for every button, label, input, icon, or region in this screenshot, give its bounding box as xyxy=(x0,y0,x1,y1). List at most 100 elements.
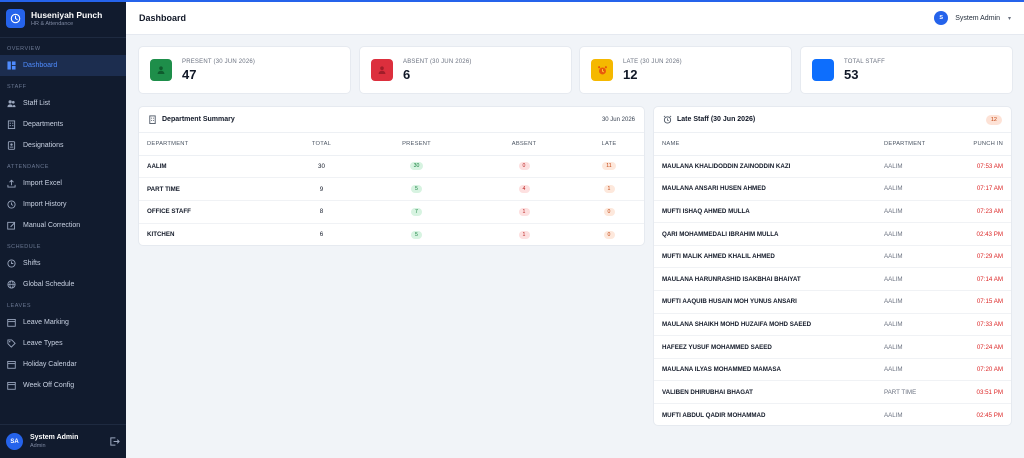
department-table: DEPARTMENT TOTAL PRESENT ABSENT LATE AAL… xyxy=(139,133,644,246)
punch-in-time: 07:23 AM xyxy=(956,200,1011,224)
absent-badge: 0 xyxy=(518,162,530,171)
nav-item-manual-correction[interactable]: Manual Correction xyxy=(0,215,126,236)
stat-value: 47 xyxy=(182,66,197,82)
table-row: MAULANA KHALIDODDIN ZAINODDIN KAZI AALIM 0… xyxy=(654,155,1011,179)
late-cell: 11 xyxy=(574,155,644,179)
dept-name: OFFICE STAFF xyxy=(139,200,284,224)
dept-total: 6 xyxy=(319,231,324,239)
staff-dept: PART TIME xyxy=(876,380,956,405)
nav-item-leave-marking[interactable]: Leave Marking xyxy=(0,312,126,333)
nav-item-label: Import Excel xyxy=(23,180,62,187)
absent-badge: 1 xyxy=(518,207,530,216)
people-icon xyxy=(812,59,834,81)
logout-icon[interactable] xyxy=(109,436,120,447)
brand-name: Huseniyah Punch xyxy=(31,9,103,20)
calendar-icon xyxy=(7,360,16,369)
stat-value: 53 xyxy=(844,66,859,82)
header-avatar: S xyxy=(934,11,949,25)
nav-item-label: Leave Marking xyxy=(23,319,69,326)
alarm-icon xyxy=(591,59,613,81)
table-row: PART TIME 9 5 4 1 xyxy=(139,177,644,201)
staff-dept: AALIM xyxy=(876,358,956,382)
chevron-down-icon: ▾ xyxy=(1007,15,1011,22)
nav-item-staff-list[interactable]: Staff List xyxy=(0,93,126,114)
staff-name: QARI MOHAMMEDALI IBRAHIM MULLA xyxy=(654,222,876,246)
staff-dept: AALIM xyxy=(876,245,956,269)
staff-dept: AALIM xyxy=(876,267,956,292)
present-cell: 5 xyxy=(359,223,474,246)
punch-in-time: 07:53 AM xyxy=(956,155,1011,179)
nav-item-designations[interactable]: Designations xyxy=(0,135,126,156)
nav-section-staff: STAFF xyxy=(7,84,27,90)
staff-name: MAULANA ANSARI HUSEN AHMED xyxy=(654,177,876,201)
staff-name: MAULANA HARUNRASHID ISAKBHAI BHAIYAT xyxy=(654,267,876,292)
nav-item-leave-types[interactable]: Leave Types xyxy=(0,333,126,354)
nav-item-dashboard[interactable]: Dashboard xyxy=(0,55,126,76)
sidebar-user: SA System Admin Admin xyxy=(0,424,126,458)
dept-total: 8 xyxy=(284,200,359,224)
staff-name: MUFTI ABDUL QADIR MOHAMMAD xyxy=(662,411,766,419)
absent-cell: 4 xyxy=(474,177,574,201)
absent-badge: 4 xyxy=(518,185,530,194)
building-icon xyxy=(7,120,16,129)
late-staff-panel: Late Staff (30 Jun 2026) 12 NAME DEPARTM… xyxy=(653,106,1012,426)
col-absent: ABSENT xyxy=(474,133,574,156)
punch-in-time: 07:14 AM xyxy=(956,267,1011,292)
nav-item-week-off-config[interactable]: Week Off Config xyxy=(0,375,126,396)
brand[interactable]: Huseniyah Punch HR & Attendance xyxy=(0,0,126,38)
stat-card-absent: ABSENT (30 JUN 2026) 6 xyxy=(359,46,572,94)
top-accent-line xyxy=(0,0,1024,2)
nav-item-label: Leave Types xyxy=(23,340,63,347)
sidebar: Huseniyah Punch HR & Attendance OVERVIEW… xyxy=(0,0,126,458)
nav-item-departments[interactable]: Departments xyxy=(0,114,126,135)
table-row: KITCHEN 6 5 1 0 xyxy=(139,223,644,246)
nav: OVERVIEW Dashboard STAFF Staff List Depa… xyxy=(0,43,126,396)
punch-in-time: 07:17 AM xyxy=(956,177,1011,201)
nav-item-label: Departments xyxy=(23,121,64,128)
clock-logo-icon xyxy=(6,9,25,28)
dept-name: AALIM xyxy=(139,155,284,179)
nav-item-label: Shifts xyxy=(23,260,41,267)
late-cell: 0 xyxy=(574,223,644,246)
col-name: NAME xyxy=(654,133,876,156)
nav-section-schedule: SCHEDULE xyxy=(7,244,41,250)
page-title: Dashboard xyxy=(139,13,187,23)
calendar-icon xyxy=(7,318,16,327)
stat-card-total-staff: TOTAL STAFF 53 xyxy=(800,46,1013,94)
present-badge: 5 xyxy=(411,230,422,239)
col-punch-in: PUNCH IN xyxy=(956,133,1011,156)
user-menu[interactable]: S System Admin ▾ xyxy=(934,11,1011,25)
absent-cell: 0 xyxy=(474,155,574,179)
user-role: Admin xyxy=(30,443,46,449)
nav-item-shifts[interactable]: Shifts xyxy=(0,253,126,274)
punch-in-time: 03:51 PM xyxy=(956,380,1011,405)
staff-dept: AALIM xyxy=(876,222,956,246)
nav-section-attendance: ATTENDANCE xyxy=(7,164,49,170)
nav-item-import-history[interactable]: Import History xyxy=(0,194,126,215)
punch-in-time: 02:45 PM xyxy=(976,411,1003,419)
staff-dept: AALIM xyxy=(876,177,956,201)
present-cell: 7 xyxy=(359,200,474,224)
globe-icon xyxy=(7,280,16,289)
table-header-row: DEPARTMENT TOTAL PRESENT ABSENT LATE xyxy=(139,133,644,156)
nav-item-label: Staff List xyxy=(23,100,51,107)
present-badge: 5 xyxy=(411,185,422,194)
table-row: MAULANA ILYAS MOHAMMED MAMASA AALIM 07:20 … xyxy=(654,358,1011,382)
table-header-row: NAME DEPARTMENT PUNCH IN xyxy=(654,133,1011,156)
nav-item-holiday-calendar[interactable]: Holiday Calendar xyxy=(0,354,126,375)
table-row: HAFEEZ YUSUF MOHAMMED SAEED AALIM 07:24 AM xyxy=(654,335,1011,359)
col-department: DEPARTMENT xyxy=(139,133,284,156)
user-name: System Admin xyxy=(30,434,79,441)
col-late: LATE xyxy=(574,133,644,156)
nav-item-label: Manual Correction xyxy=(23,222,81,229)
building-icon xyxy=(149,115,156,124)
nav-item-global-schedule[interactable]: Global Schedule xyxy=(0,274,126,295)
late-badge: 11 xyxy=(602,162,616,171)
alarm-clock-icon xyxy=(663,115,672,124)
tag-icon xyxy=(7,339,16,348)
punch-in-time: 07:33 AM xyxy=(956,313,1011,337)
nav-item-import-excel[interactable]: Import Excel xyxy=(0,173,126,194)
stat-value: 6 xyxy=(403,66,411,82)
nav-section-leaves: LEAVES xyxy=(7,303,31,309)
punch-in-time: 07:20 AM xyxy=(956,358,1011,382)
